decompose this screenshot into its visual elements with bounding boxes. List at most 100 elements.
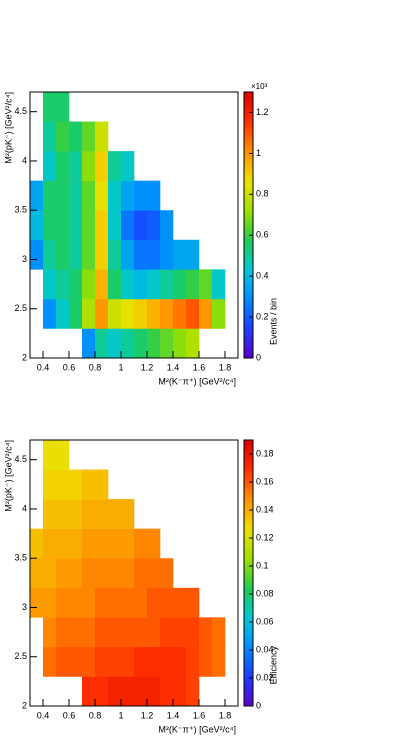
heat-cell [82,587,96,618]
colorbar-step [244,247,253,252]
heat-cell [160,298,174,329]
heat-cell [43,180,57,211]
colorbar-step [244,242,253,248]
heat-cell [95,676,109,707]
heat-cell [147,269,161,300]
heat-cell [147,239,161,270]
heat-cell [43,528,57,559]
heat-cell [95,151,109,181]
colorbar-step [244,448,253,454]
colorbar-step [244,198,253,204]
heat-cell [69,469,83,500]
heat-cell [56,298,70,329]
heat-cell [69,528,83,559]
colorbar-step [244,599,253,605]
colorbar-step [244,207,253,213]
colorbar-step [244,145,253,151]
colorbar-step [244,444,253,450]
heat-cell [173,617,187,648]
colorbar-step [244,273,253,279]
heat-cell [134,587,148,618]
y-axis-label: M²(pK⁻) [GeV²/c⁴] [3,92,13,164]
heat-cell [186,617,200,648]
colorbar-step [244,264,253,270]
y-tick-label: 3 [22,254,27,264]
heat-cell [82,646,96,677]
heat-cell [56,646,70,677]
heat-cell [95,328,109,359]
heat-cell [108,528,122,559]
x-tick-label: 0.8 [89,362,102,372]
colorbar-step [244,537,253,543]
heat-cell [108,676,122,707]
heat-cell [160,676,174,707]
colorbar-step [244,318,253,323]
x-tick-label: 1 [118,362,123,372]
heat-cell [30,210,44,241]
heat-cell [43,92,57,122]
colorbar-step [244,202,253,208]
colorbar-step [244,453,253,459]
colorbar-step [244,269,253,275]
heat-cell [56,269,70,300]
heat-cell [108,646,122,677]
z-tick-label: 0.2 [256,311,269,321]
x-tick-label: 0.4 [37,362,50,372]
heat-cell [121,676,135,707]
heat-cell [95,469,109,500]
colorbar-step [244,176,253,182]
colorbar-step [244,331,253,337]
colorbar-step [244,493,253,499]
heat-cell [69,151,83,181]
colorbar-step [244,546,253,552]
colorbar-step [244,282,253,288]
heat-cell [147,646,161,677]
colorbar-step [244,344,253,350]
colorbar-step [244,322,253,328]
colorbar-step [244,564,253,569]
heat-cell [95,499,109,529]
colorbar-frame [243,91,254,359]
heat-cell [82,558,96,589]
colorbar-step [244,533,253,538]
heat-cell [160,210,174,241]
x-axis-label: M²(K⁻π⁺) [GeV²/c⁴] [158,724,236,734]
heat-cell [147,328,161,359]
colorbar-step [244,256,253,261]
heat-cell [160,646,174,677]
colorbar-step [244,639,253,645]
heat-cell [95,239,109,270]
z-tick-label: 0.6 [256,230,269,240]
heat-cell [69,121,83,152]
heat-cell [134,528,148,559]
y-axis-label: M²(pK⁻) [GeV²/c⁴] [3,440,13,512]
colorbar-step [244,225,253,230]
colorbar-step [244,238,253,244]
colorbar-step [244,189,253,195]
heat-cell [134,617,148,648]
heat-cell [160,558,174,589]
colorbar-step [244,635,253,640]
heat-cell [82,617,96,648]
heat-cell [82,121,96,152]
y-tick-label: 2.5 [14,303,27,313]
colorbar-step [244,233,253,239]
heat-cell [160,269,174,300]
heat-cell [160,328,174,359]
heat-cell [147,180,161,211]
heat-cell [108,210,122,241]
colorbar-step [244,295,253,301]
colorbar-step [244,697,253,702]
heat-cell [121,328,135,359]
z-tick-label: 0.16 [256,476,274,486]
colorbar-frame [243,439,254,707]
colorbar-step [244,524,253,530]
heat-cell [108,239,122,270]
heat-cell [121,269,135,300]
heat-cell [108,499,122,529]
colorbar-step [244,349,253,354]
colorbar-step [244,171,253,177]
heat-cell [95,528,109,559]
x-tick-label: 1.8 [219,710,232,720]
